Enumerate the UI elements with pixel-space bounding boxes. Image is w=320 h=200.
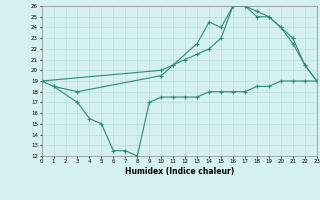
X-axis label: Humidex (Indice chaleur): Humidex (Indice chaleur) — [124, 167, 234, 176]
